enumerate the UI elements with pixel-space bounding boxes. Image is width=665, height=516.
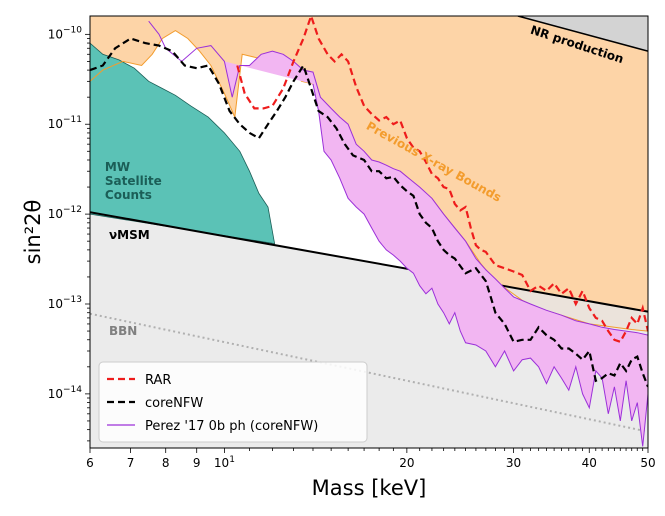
nr-production-line: [517, 16, 648, 52]
y-axis-label: sin²2θ: [21, 200, 45, 265]
legend-box: [98, 361, 368, 443]
rar-line: [236, 16, 648, 344]
x-tick-label: 6: [86, 456, 94, 470]
annotation-mw-satellite-counts: MW Satellite Counts: [105, 160, 162, 202]
y-tick-label: 10−10: [48, 25, 83, 41]
legend: RAR coreNFW Perez '17 0b ph (coreNFW): [98, 361, 368, 443]
x-tick-label: 50: [640, 456, 655, 470]
y-tick-label: 10−14: [48, 385, 83, 401]
y-tick-label: 10−11: [48, 115, 82, 131]
x-tick-label: 20: [399, 456, 414, 470]
x-tick-label: 8: [162, 456, 170, 470]
annotation-msm: νMSM: [109, 228, 150, 242]
x-tick-label: 30: [506, 456, 521, 470]
perez-band-fill: [224, 51, 648, 447]
annotation-bbn: BBN: [109, 324, 137, 338]
x-axis-label: Mass [keV]: [312, 476, 427, 500]
legend-label-perez-17-0b-ph-corenfw: Perez '17 0b ph (coreNFW): [145, 419, 318, 434]
x-tick-label: 101: [214, 455, 235, 470]
x-tick-label: 40: [582, 456, 597, 470]
legend-label-corenfw: coreNFW: [145, 396, 203, 411]
numsm-line: [90, 211, 648, 313]
tick-layer: 6 7 8 9 101 20 30 40 50 10−10 10−11 10−12 10−13 10−14: [48, 25, 656, 470]
bbn-line: [90, 312, 648, 433]
y-tick-label: 10−12: [48, 205, 82, 221]
legend-label-rar: RAR: [145, 373, 171, 388]
plot-frame: [89, 15, 649, 449]
corenfw-line: [90, 37, 648, 388]
x-tick-label: 7: [127, 456, 135, 470]
xray-bounds-region: [90, 16, 648, 332]
series-layer: [90, 16, 648, 447]
y-tick-label: 10−13: [48, 295, 82, 311]
mw-satellite-region: [90, 42, 276, 245]
x-tick-label: 9: [193, 456, 201, 470]
